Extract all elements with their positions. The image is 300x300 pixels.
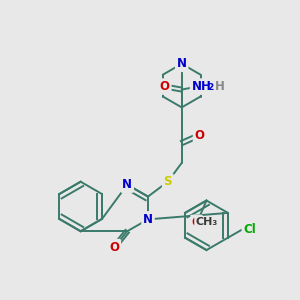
Text: S: S [164, 175, 172, 188]
Text: O: O [109, 241, 119, 254]
Text: O: O [194, 129, 205, 142]
Text: CH₃: CH₃ [195, 217, 218, 227]
Text: 2: 2 [207, 83, 214, 92]
Text: Cl: Cl [243, 223, 256, 236]
Text: N: N [122, 178, 132, 191]
Text: O: O [160, 80, 170, 93]
Text: N: N [177, 57, 187, 70]
Text: NH: NH [192, 80, 212, 93]
Text: O: O [192, 216, 202, 229]
Text: H: H [214, 80, 224, 93]
Text: N: N [143, 213, 153, 226]
